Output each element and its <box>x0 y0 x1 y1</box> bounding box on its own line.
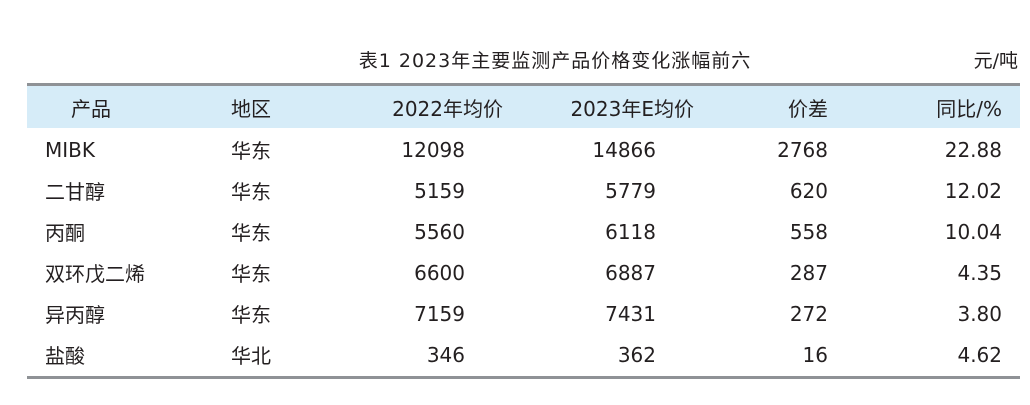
cell-price-2023e: 14866 <box>592 137 656 162</box>
cell-region: 华东 <box>231 221 271 245</box>
cell-yoy: 10.04 <box>944 219 1002 244</box>
cell-price-2022: 7159 <box>414 301 465 326</box>
cell-yoy: 12.02 <box>944 178 1002 203</box>
header-price-diff: 价差 <box>788 96 828 121</box>
table-row: 异丙醇 华东 7159 7431 272 3.80 <box>27 293 1020 334</box>
unit-label: 元/吨 <box>973 50 1018 72</box>
cell-price-2022: 12098 <box>401 137 465 162</box>
cell-price-diff: 16 <box>802 342 828 367</box>
cell-product: 盐酸 <box>45 344 85 368</box>
table-row: 二甘醇 华东 5159 5779 620 12.02 <box>27 170 1020 211</box>
cell-region: 华东 <box>231 139 271 163</box>
cell-yoy: 3.80 <box>957 301 1002 326</box>
header-product: 产品 <box>71 96 111 121</box>
table-title: 表1 2023年主要监测产品价格变化涨幅前六 <box>358 50 752 72</box>
cell-product: 双环戊二烯 <box>45 262 145 286</box>
cell-price-2022: 6600 <box>414 260 465 285</box>
table-bottom-rule <box>27 376 1020 379</box>
cell-price-2022: 5159 <box>414 178 465 203</box>
cell-price-2023e: 6887 <box>605 260 656 285</box>
cell-price-2023e: 7431 <box>605 301 656 326</box>
cell-yoy: 4.62 <box>957 342 1002 367</box>
cell-region: 华北 <box>231 344 271 368</box>
table-header-row: 产品 地区 2022年均价 2023年E均价 价差 同比/% <box>27 86 1020 128</box>
cell-price-2023e: 6118 <box>605 219 656 244</box>
table-row: 盐酸 华北 346 362 16 4.62 <box>27 334 1020 375</box>
header-yoy: 同比/% <box>936 96 1002 121</box>
cell-region: 华东 <box>231 303 271 327</box>
cell-region: 华东 <box>231 262 271 286</box>
cell-price-2022: 5560 <box>414 219 465 244</box>
cell-price-2023e: 5779 <box>605 178 656 203</box>
cell-price-diff: 287 <box>789 260 828 285</box>
cell-product: 丙酮 <box>45 221 85 245</box>
cell-price-diff: 620 <box>789 178 828 203</box>
cell-yoy: 22.88 <box>944 137 1002 162</box>
table-row: 丙酮 华东 5560 6118 558 10.04 <box>27 211 1020 252</box>
header-price-2023e: 2023年E均价 <box>570 96 694 121</box>
header-region: 地区 <box>231 96 271 121</box>
cell-price-diff: 2768 <box>777 137 828 162</box>
cell-price-2022: 346 <box>426 342 465 367</box>
table-row: MIBK 华东 12098 14866 2768 22.88 <box>27 129 1020 170</box>
header-price-2022: 2022年均价 <box>392 96 503 121</box>
cell-region: 华东 <box>231 180 271 204</box>
cell-price-diff: 272 <box>789 301 828 326</box>
table-top-rule <box>27 83 1020 86</box>
table-row: 双环戊二烯 华东 6600 6887 287 4.35 <box>27 252 1020 293</box>
cell-price-2023e: 362 <box>617 342 656 367</box>
cell-product: 二甘醇 <box>45 180 105 204</box>
cell-price-diff: 558 <box>789 219 828 244</box>
cell-yoy: 4.35 <box>957 260 1002 285</box>
cell-product: MIBK <box>45 137 95 162</box>
cell-product: 异丙醇 <box>45 303 105 327</box>
